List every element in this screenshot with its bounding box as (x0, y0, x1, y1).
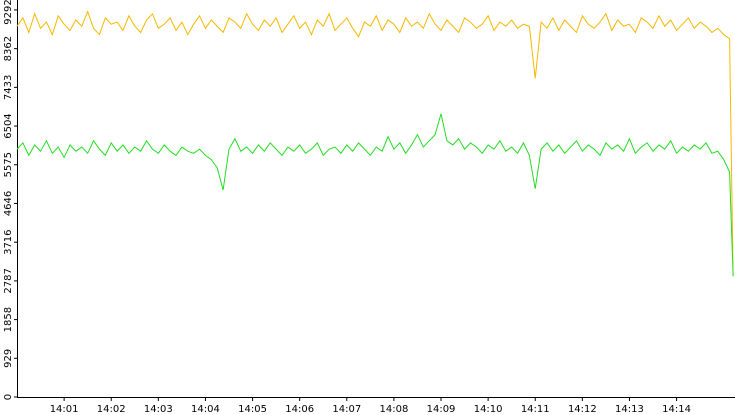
y-tick-label: 929 (3, 349, 14, 368)
x-tick-label: 14:12 (568, 404, 597, 415)
y-tick-label: 7433 (3, 75, 14, 100)
y-tick-label: 4646 (3, 191, 14, 216)
x-tick-label: 14:05 (238, 404, 267, 415)
x-tick-label: 14:13 (615, 404, 644, 415)
y-tick-label: 1858 (3, 307, 14, 332)
y-tick-label: 9292 (3, 0, 14, 25)
x-tick-label: 14:03 (144, 404, 173, 415)
y-tick-label: 6504 (3, 113, 14, 138)
x-tick-label: 14:02 (97, 404, 126, 415)
x-tick-label: 14:04 (191, 404, 220, 415)
x-tick-label: 14:06 (285, 404, 314, 415)
x-tick-label: 14:11 (521, 404, 550, 415)
y-tick-label: 5575 (3, 152, 14, 177)
y-tick-label: 0 (3, 394, 14, 400)
x-tick-label: 14:08 (379, 404, 408, 415)
series-line (16, 113, 734, 277)
y-tick-label: 8362 (3, 36, 14, 61)
x-tick-label: 14:14 (662, 404, 691, 415)
x-tick-label: 14:10 (474, 404, 503, 415)
x-tick-label: 14:01 (50, 404, 79, 415)
x-tick-label: 14:07 (332, 404, 361, 415)
y-tick-label: 2787 (3, 268, 14, 293)
x-tick-label: 14:09 (427, 404, 456, 415)
y-tick-label: 3716 (3, 229, 14, 254)
series-line (16, 10, 734, 277)
